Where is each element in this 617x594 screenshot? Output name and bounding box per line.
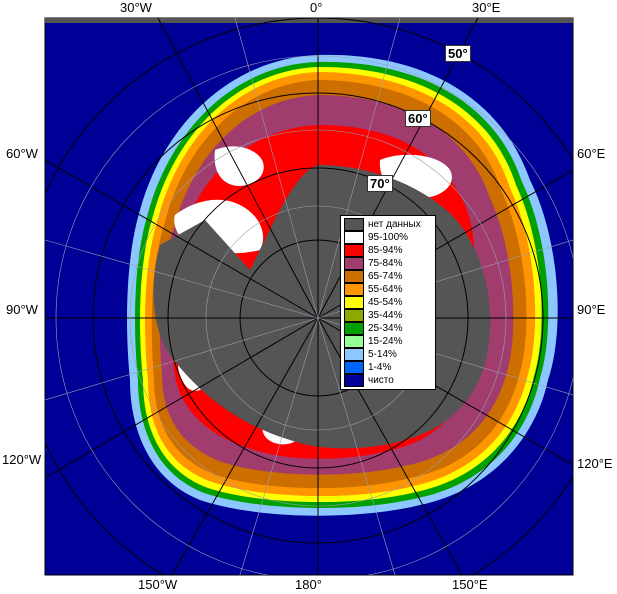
legend-label: 75-84% bbox=[368, 258, 402, 269]
legend-swatch bbox=[344, 231, 364, 244]
legend-swatch bbox=[344, 361, 364, 374]
lon-label-90e: 90°E bbox=[577, 302, 605, 317]
legend-swatch bbox=[344, 348, 364, 361]
legend-label: 25-34% bbox=[368, 323, 402, 334]
legend-swatch bbox=[344, 244, 364, 257]
legend-item: 15-24% bbox=[344, 335, 432, 348]
legend-item: 55-64% bbox=[344, 283, 432, 296]
lon-label-120e: 120°E bbox=[577, 456, 613, 471]
legend-label: 5-14% bbox=[368, 349, 397, 360]
legend-item: чисто bbox=[344, 374, 432, 387]
legend-label: 35-44% bbox=[368, 310, 402, 321]
lon-label-150w: 150°W bbox=[138, 577, 177, 592]
legend-label: нет данных bbox=[368, 219, 421, 230]
lat-label-60: 60° bbox=[405, 110, 431, 127]
lat-label-50: 50° bbox=[445, 45, 471, 62]
lat-label-70: 70° bbox=[367, 175, 393, 192]
legend-label: 55-64% bbox=[368, 284, 402, 295]
legend-swatch bbox=[344, 296, 364, 309]
legend-label: 45-54% bbox=[368, 297, 402, 308]
lon-label-30e: 30°E bbox=[472, 0, 500, 15]
legend-swatch bbox=[344, 322, 364, 335]
legend-swatch bbox=[344, 283, 364, 296]
legend-swatch bbox=[344, 257, 364, 270]
legend-swatch bbox=[344, 218, 364, 231]
lon-label-120w: 120°W bbox=[2, 452, 41, 467]
legend: нет данных 95-100% 85-94% 75-84% 65-74% 55-64… bbox=[340, 215, 436, 390]
legend-swatch bbox=[344, 309, 364, 322]
legend-item: 1-4% bbox=[344, 361, 432, 374]
legend-swatch bbox=[344, 374, 364, 387]
legend-item: 45-54% bbox=[344, 296, 432, 309]
legend-item: 85-94% bbox=[344, 244, 432, 257]
legend-label: 85-94% bbox=[368, 245, 402, 256]
legend-swatch bbox=[344, 270, 364, 283]
lon-label-180: 180° bbox=[295, 577, 322, 592]
lon-label-30w: 30°W bbox=[120, 0, 152, 15]
legend-item: 65-74% bbox=[344, 270, 432, 283]
lon-label-150e: 150°E bbox=[452, 577, 488, 592]
lon-label-90w: 90°W bbox=[6, 302, 38, 317]
legend-item: 5-14% bbox=[344, 348, 432, 361]
legend-item: 35-44% bbox=[344, 309, 432, 322]
legend-label: 65-74% bbox=[368, 271, 402, 282]
lon-label-0: 0° bbox=[310, 0, 322, 15]
legend-item: 25-34% bbox=[344, 322, 432, 335]
legend-label: 95-100% bbox=[368, 232, 408, 243]
legend-label: 15-24% bbox=[368, 336, 402, 347]
legend-item: 95-100% bbox=[344, 231, 432, 244]
lon-label-60e: 60°E bbox=[577, 146, 605, 161]
legend-item: 75-84% bbox=[344, 257, 432, 270]
legend-swatch bbox=[344, 335, 364, 348]
legend-label: 1-4% bbox=[368, 362, 391, 373]
legend-label: чисто bbox=[368, 375, 394, 386]
no-data-strip bbox=[45, 18, 573, 23]
lon-label-60w: 60°W bbox=[6, 146, 38, 161]
legend-item: нет данных bbox=[344, 218, 432, 231]
